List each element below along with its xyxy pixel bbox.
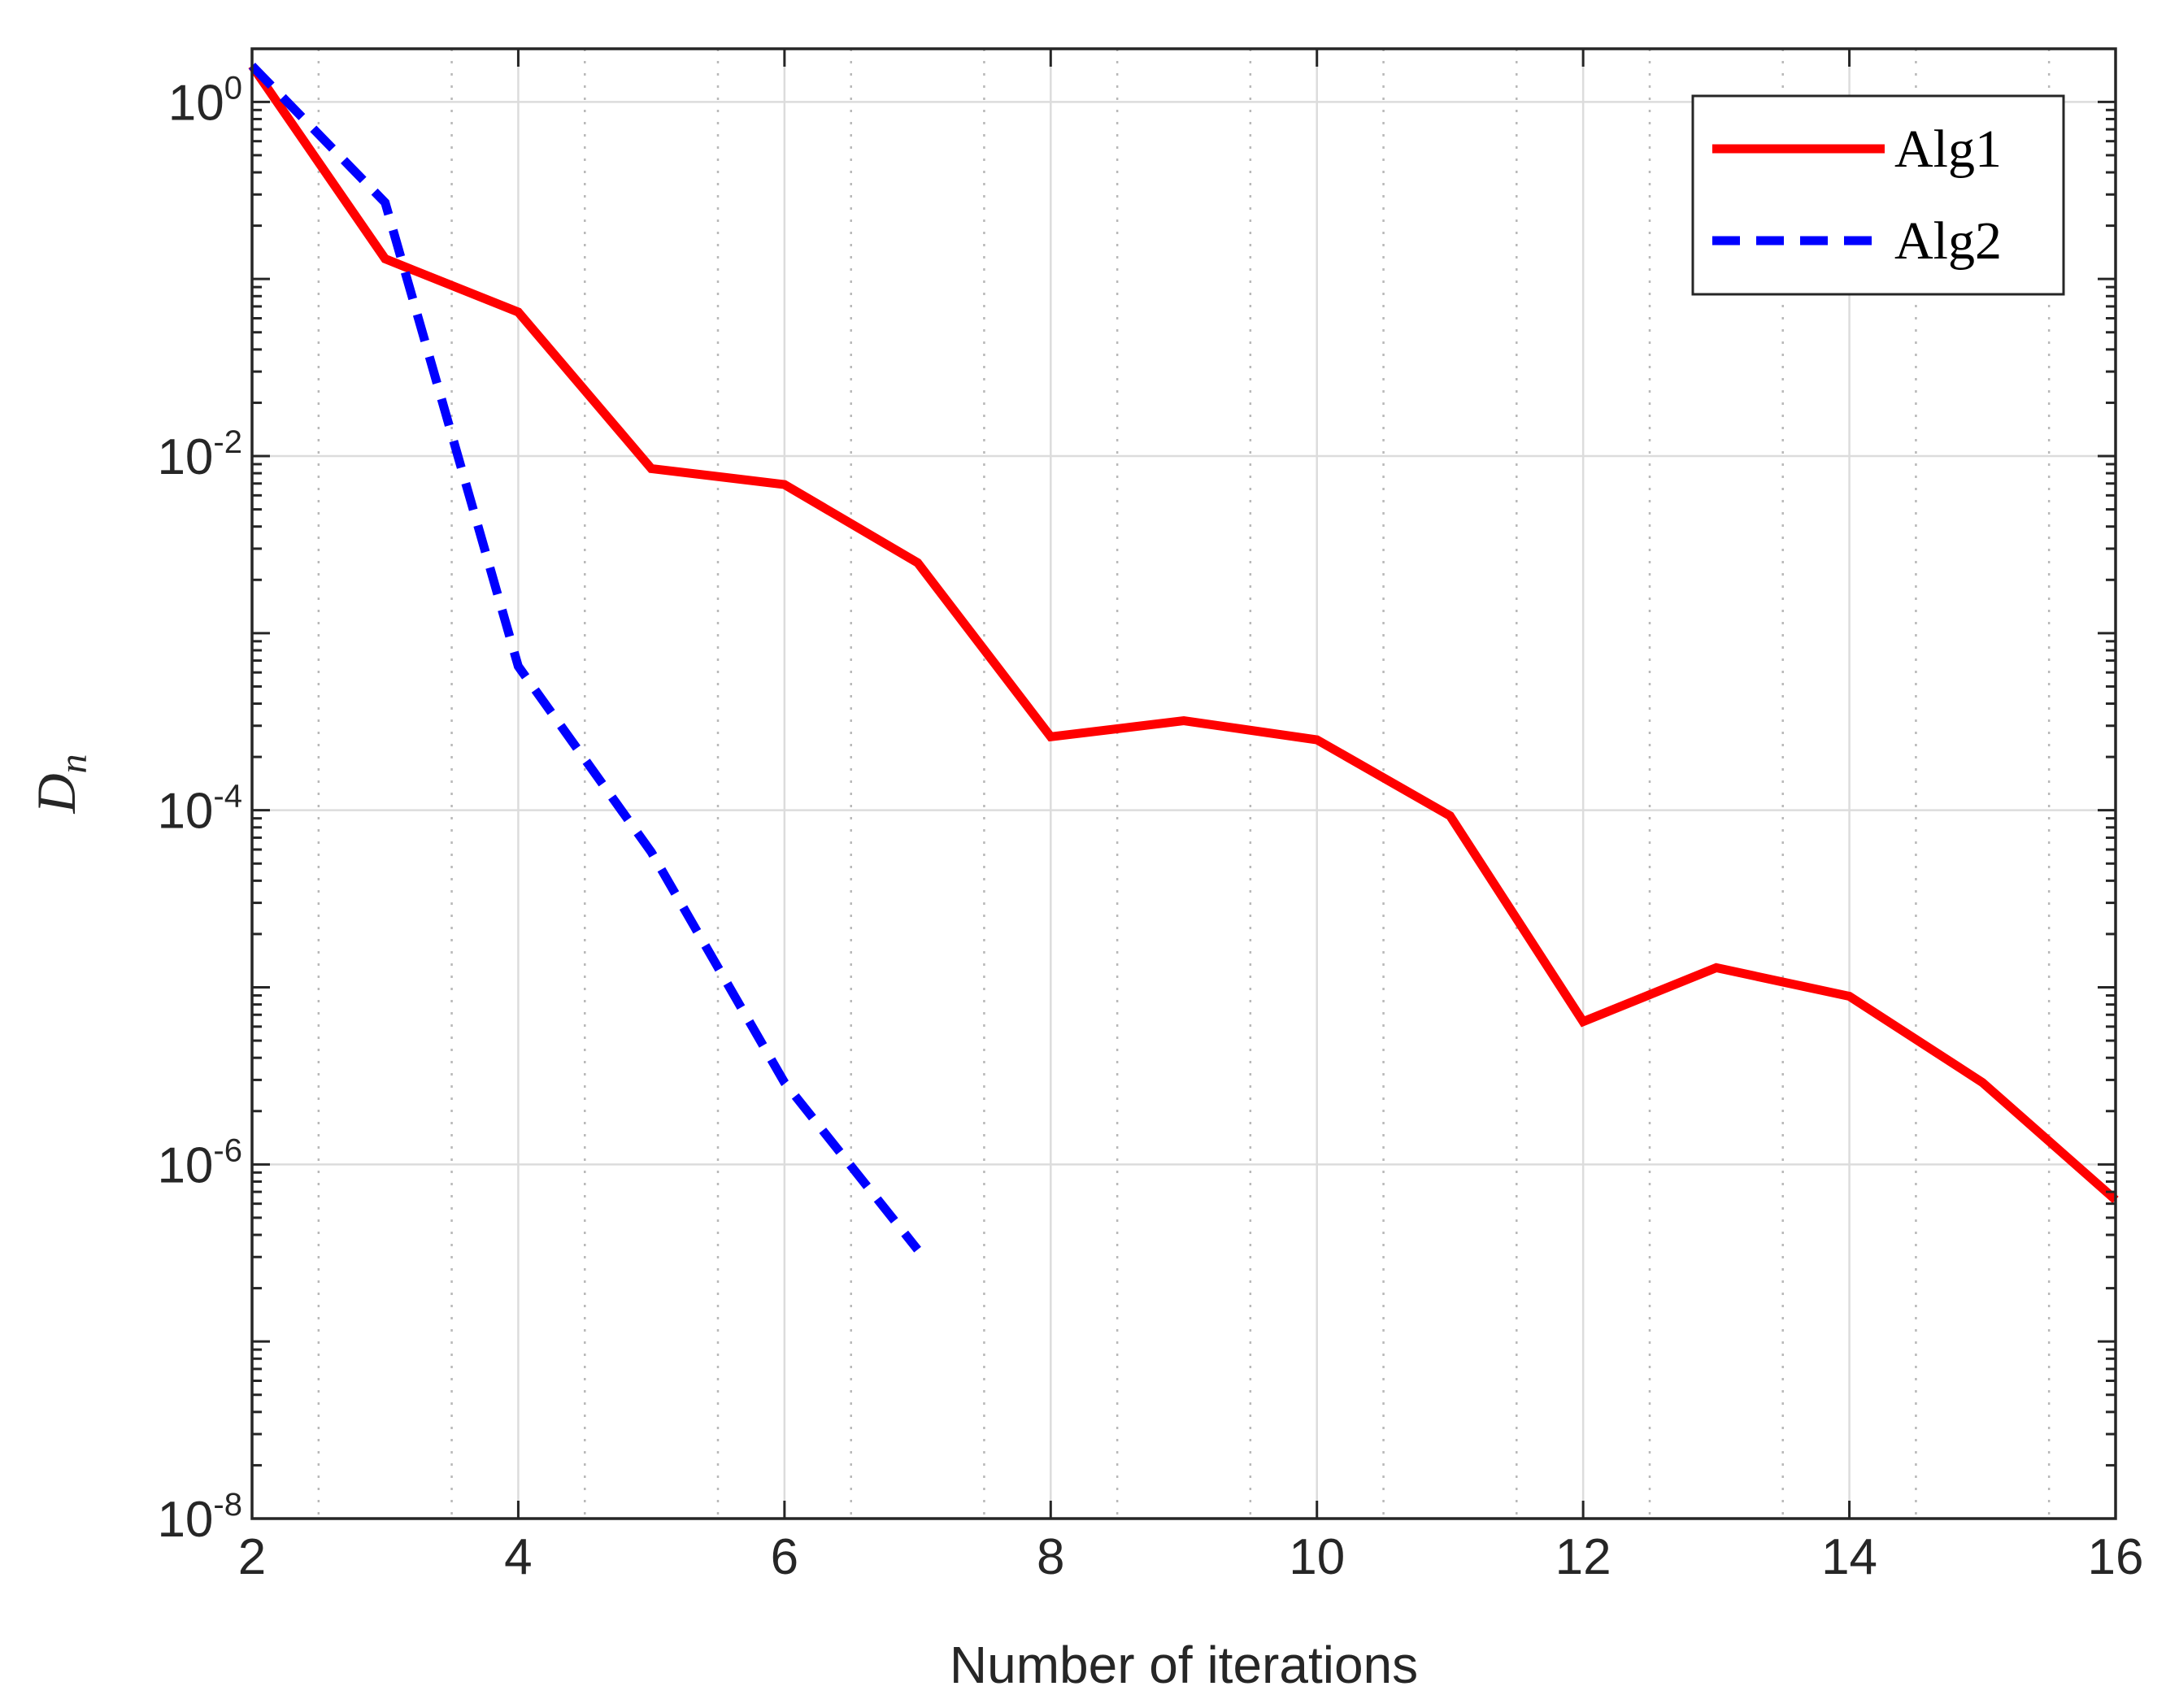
y-tick-label: 10-2 [157, 424, 242, 485]
x-tick-label: 2 [238, 1529, 266, 1585]
y-tick-label-exponent: -2 [213, 424, 242, 460]
x-tick-label: 8 [1037, 1529, 1064, 1585]
x-tick-label: 14 [1821, 1529, 1877, 1585]
y-tick-label-base: 10 [168, 75, 224, 131]
plot-frame [250, 47, 2117, 1520]
legend: Alg1 Alg2 [1691, 94, 2065, 296]
y-axis-title-main: D [25, 773, 87, 814]
y-tick-label-exponent: -6 [213, 1132, 242, 1168]
x-tick-label: 16 [2088, 1529, 2144, 1585]
y-tick-label-base: 10 [157, 784, 213, 840]
x-tick-label: 4 [504, 1529, 532, 1585]
y-tick-label: 10-6 [157, 1132, 242, 1193]
series-line-alg2 [249, 63, 921, 1253]
y-tick-label-exponent: -8 [213, 1487, 242, 1523]
legend-label-alg1: Alg1 [1894, 120, 2002, 179]
x-tick-label: 6 [771, 1529, 798, 1585]
y-axis-title: Dn [25, 754, 95, 814]
y-tick-label-base: 10 [157, 1137, 213, 1193]
x-axis-title: Number of iterations [950, 1636, 1418, 1694]
x-tick-labels: 2 4 6 8 10 12 14 16 [238, 1529, 2144, 1585]
y-tick-label-base: 10 [157, 1492, 213, 1548]
y-tick-label: 10-8 [157, 1487, 242, 1548]
y-tick-label-exponent: 0 [224, 70, 242, 106]
y-tick-label-base: 10 [157, 429, 213, 485]
y-axis-title-subscript: n [52, 754, 95, 773]
y-tick-label: 10-4 [157, 779, 242, 840]
x-tick-label: 12 [1555, 1529, 1611, 1585]
y-tick-label: 100 [168, 70, 242, 131]
y-tick-label-exponent: -4 [213, 779, 242, 815]
legend-label-alg2: Alg2 [1894, 211, 2002, 271]
legend-box [1691, 94, 2065, 296]
x-tick-label: 10 [1289, 1529, 1345, 1585]
tick-layer [250, 49, 2117, 1520]
